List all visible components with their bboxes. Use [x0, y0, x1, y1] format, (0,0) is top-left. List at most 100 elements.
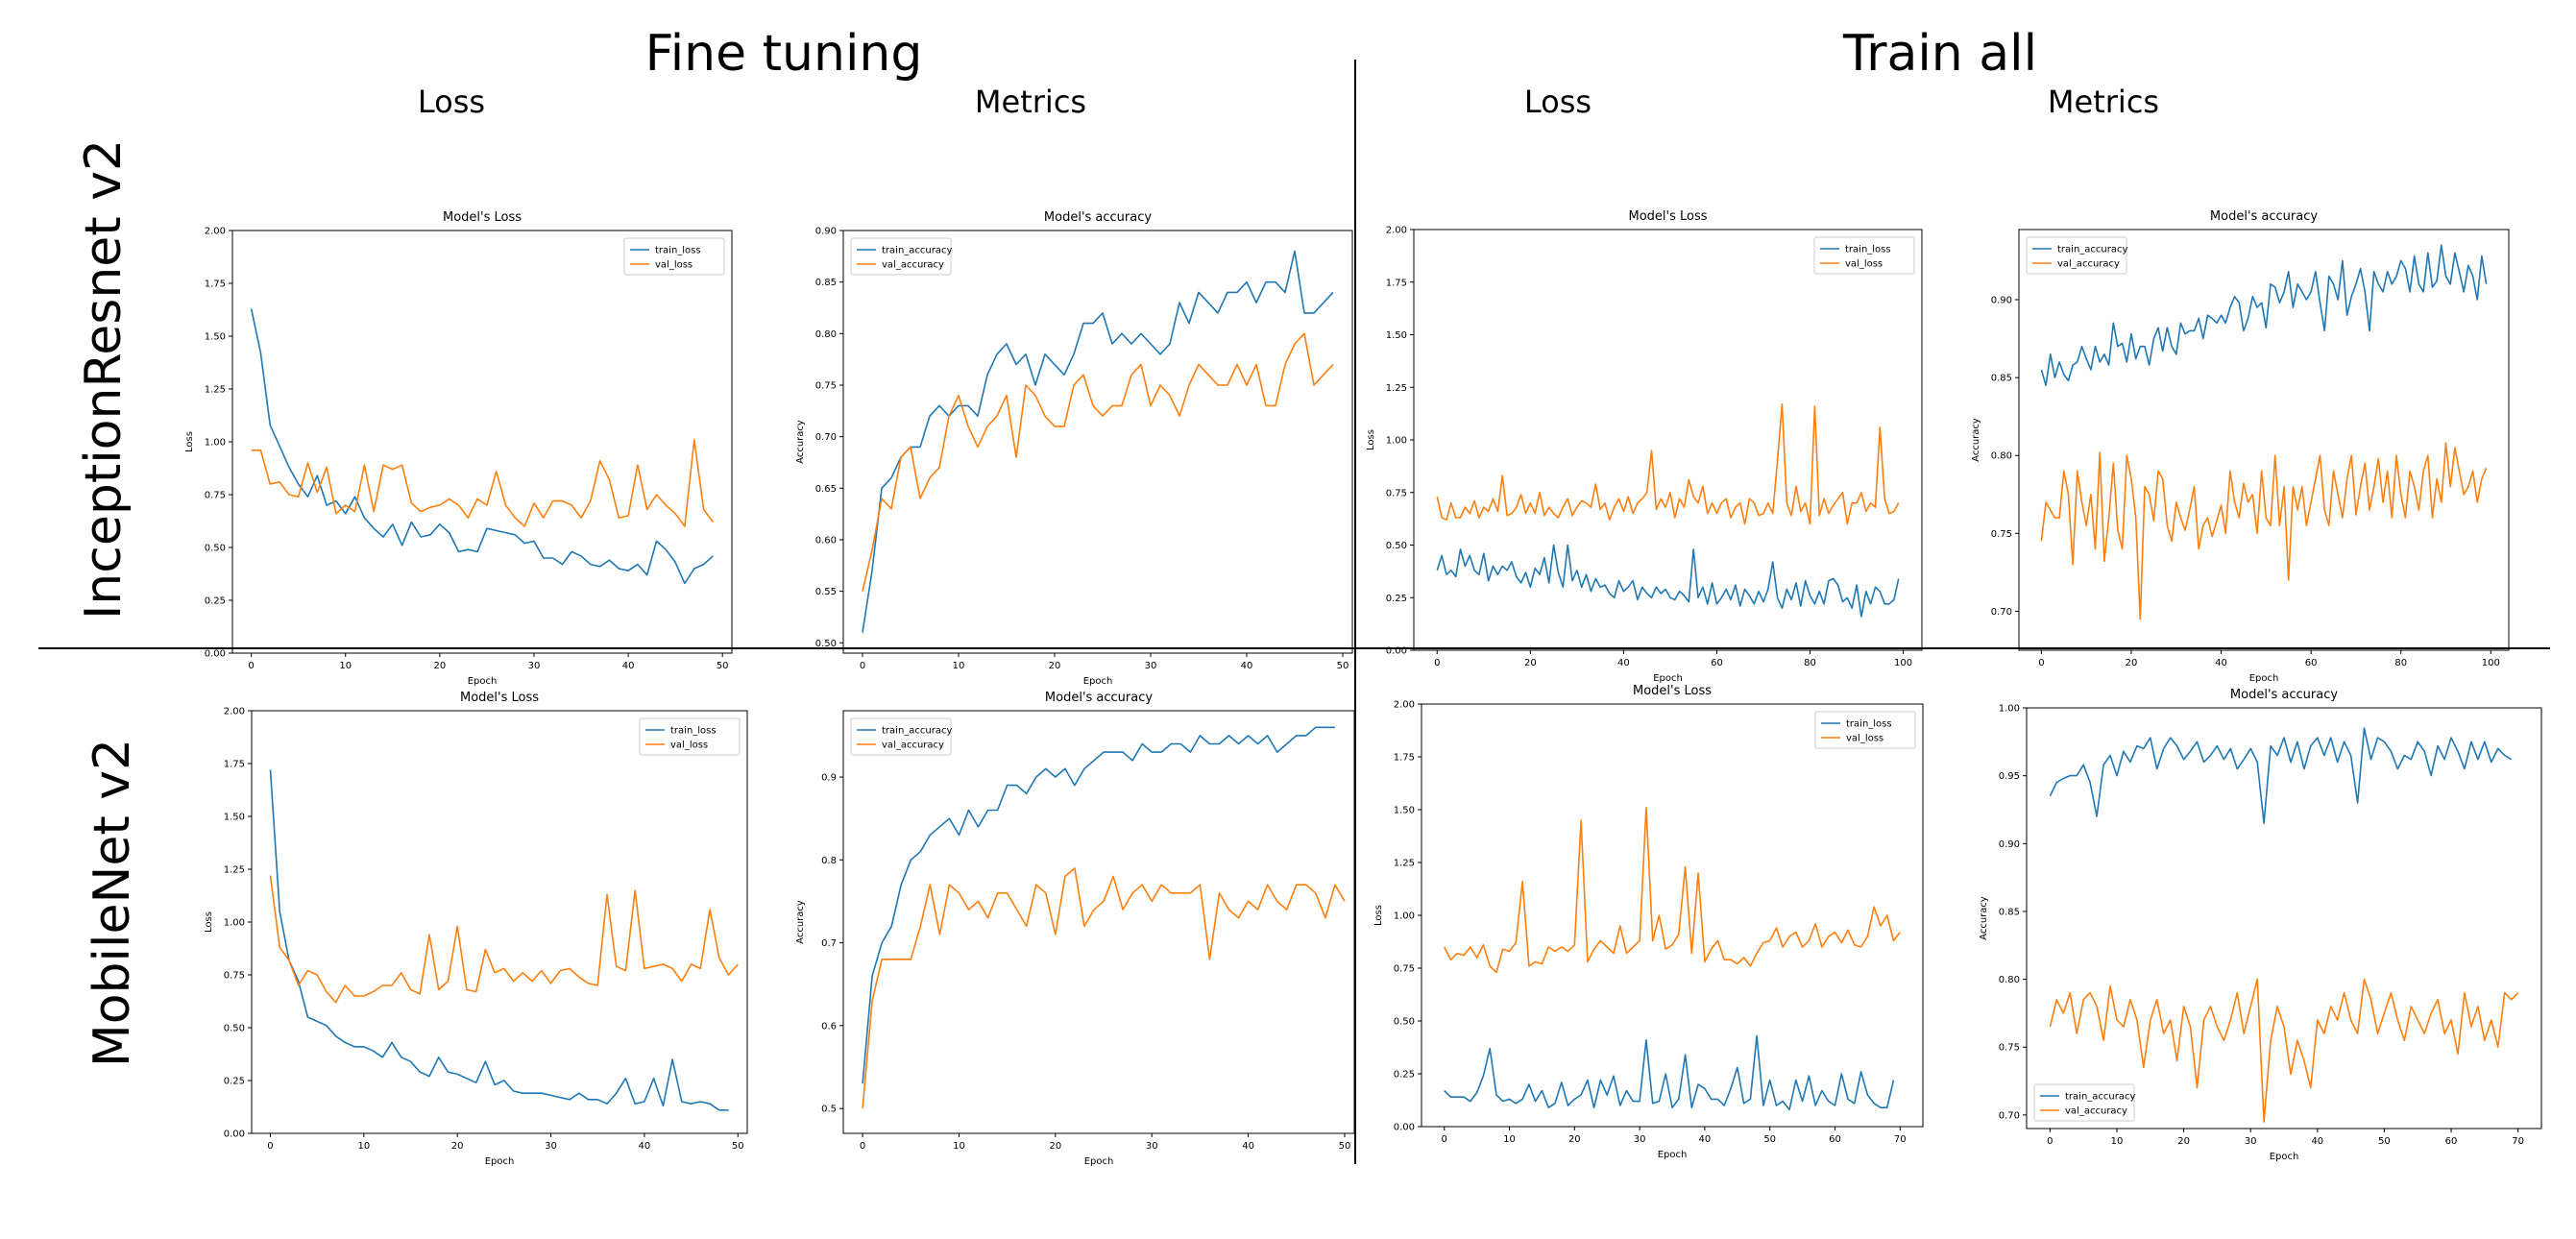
chart-title: Model's accuracy: [1045, 691, 1153, 705]
legend-box: [2026, 236, 2127, 275]
x-tick-label: 0: [860, 661, 865, 671]
x-axis-label: Epoch: [2270, 1152, 2299, 1162]
y-tick-label: 1.00: [205, 438, 226, 449]
y-tick-label: 0.7: [821, 938, 837, 949]
x-tick-label: 70: [1894, 1134, 1907, 1145]
y-tick-label: 0.60: [815, 535, 837, 546]
y-tick-label: 0.70: [1999, 1110, 2020, 1121]
y-tick-label: 0.70: [1991, 607, 2012, 618]
series-line-val_loss: [269, 875, 739, 1004]
legend-label: train_loss: [1845, 245, 1891, 255]
legend-box: [623, 237, 725, 276]
legend: train_loss val_loss: [623, 237, 725, 276]
series-line-val_accuracy: [862, 867, 1346, 1109]
chart-title: Model's accuracy: [1044, 210, 1152, 225]
series-line-val_loss: [1443, 807, 1901, 974]
legend-label: train_accuracy: [882, 246, 952, 256]
y-axis-label: Loss: [1366, 429, 1376, 450]
x-tick-label: 30: [545, 1141, 557, 1152]
x-tick-label: 0: [1442, 1134, 1447, 1145]
x-tick-label: 50: [1763, 1134, 1776, 1145]
y-tick-label: 0.80: [1991, 451, 2012, 462]
legend-label: train_accuracy: [2065, 1092, 2135, 1103]
x-tick-label: 20: [1049, 1141, 1061, 1152]
x-tick-label: 40: [622, 661, 635, 671]
legend-box: [2033, 1083, 2135, 1122]
y-tick-label: 0.00: [205, 649, 226, 660]
y-axis-label: Accuracy: [795, 900, 806, 944]
x-tick-label: 40: [639, 1141, 651, 1152]
y-tick-label: 1.75: [1386, 278, 1407, 288]
y-tick-label: 0.00: [1386, 646, 1407, 657]
y-tick-label: 0.85: [1991, 374, 2012, 384]
y-axis-label: Loss: [204, 911, 214, 933]
y-tick-label: 0.5: [821, 1105, 837, 1115]
chart-title: Model's Loss: [1633, 684, 1712, 698]
y-tick-label: 0.50: [224, 1024, 245, 1034]
legend-label: val_accuracy: [882, 260, 944, 271]
x-tick-label: 50: [717, 661, 729, 671]
x-tick-label: 30: [1146, 1141, 1158, 1152]
x-tick-label: 20: [1568, 1134, 1581, 1145]
y-tick-label: 0.80: [815, 329, 837, 340]
y-tick-label: 0.75: [1394, 964, 1415, 975]
y-tick-label: 0.90: [1991, 296, 2012, 306]
x-axis-label: Epoch: [1653, 673, 1683, 684]
y-tick-label: 0.75: [224, 971, 245, 982]
series-line-val_loss: [1436, 402, 1900, 525]
vertical-divider: [1354, 60, 1356, 1164]
legend: train_loss val_loss: [1814, 711, 1916, 749]
x-tick-label: 40: [2215, 658, 2227, 668]
x-tick-label: 50: [2378, 1136, 2391, 1147]
y-axis-label: Loss: [1373, 905, 1384, 926]
column-header-train-all: Train all: [1842, 25, 2038, 83]
y-tick-label: 1.00: [1386, 436, 1407, 447]
column-header-fine-tuning: Fine tuning: [644, 25, 923, 83]
y-tick-label: 2.00: [1386, 226, 1407, 236]
legend: train_loss val_loss: [639, 717, 741, 756]
y-tick-label: 0.8: [821, 856, 837, 866]
legend-label: val_accuracy: [2057, 259, 2120, 270]
legend-label: val_loss: [655, 260, 693, 271]
y-axis-label: Accuracy: [1971, 418, 1981, 462]
x-tick-label: 20: [1049, 661, 1061, 671]
y-tick-label: 1.50: [205, 332, 226, 343]
row-label-mobilenet-v2: MobileNet v2: [84, 738, 141, 1068]
y-tick-label: 0.65: [815, 484, 837, 495]
y-tick-label: 0.70: [815, 432, 837, 443]
x-tick-label: 40: [1242, 1141, 1254, 1152]
y-tick-label: 1.50: [224, 813, 245, 823]
x-tick-label: 60: [1711, 658, 1723, 668]
x-tick-label: 10: [953, 661, 965, 671]
y-tick-label: 1.25: [1394, 859, 1415, 869]
y-tick-label: 1.25: [1386, 383, 1407, 394]
y-tick-label: 1.75: [1394, 753, 1415, 764]
legend: train_accuracy val_accuracy: [2033, 1083, 2135, 1122]
y-tick-label: 0.80: [1999, 975, 2020, 985]
x-tick-label: 60: [2305, 658, 2318, 668]
x-tick-label: 50: [1337, 661, 1349, 671]
y-tick-label: 0.9: [821, 773, 837, 784]
legend-label: val_loss: [1845, 259, 1883, 270]
x-tick-label: 0: [2047, 1136, 2053, 1147]
y-tick-label: 0.75: [1999, 1043, 2020, 1054]
x-tick-label: 0: [860, 1141, 865, 1152]
series-line-train_accuracy: [2049, 727, 2513, 824]
subheader-loss-train-all: Loss: [1523, 84, 1592, 120]
x-tick-label: 30: [528, 661, 541, 671]
y-axis-label: Loss: [184, 431, 195, 452]
y-tick-label: 1.75: [224, 760, 245, 770]
x-tick-label: 10: [953, 1141, 965, 1152]
y-tick-label: 0.25: [205, 596, 226, 607]
plot-frame: [1413, 229, 1923, 651]
x-tick-label: 20: [433, 661, 446, 671]
y-tick-label: 0.25: [224, 1077, 245, 1087]
x-axis-label: Epoch: [2249, 673, 2279, 684]
y-tick-label: 1.50: [1394, 806, 1415, 816]
y-tick-label: 0.50: [1394, 1017, 1415, 1028]
y-tick-label: 0.75: [205, 491, 226, 501]
chart-train-all-mobilenet-accuracy: Model's accuracy 0 10 20 30 40 50 60 70 0.70 0.75 0…: [1979, 688, 2542, 1162]
x-tick-label: 0: [267, 1141, 273, 1152]
series-line-val_accuracy: [2049, 978, 2519, 1123]
row-label-inceptionresnet-v2: InceptionResnet v2: [75, 138, 133, 620]
